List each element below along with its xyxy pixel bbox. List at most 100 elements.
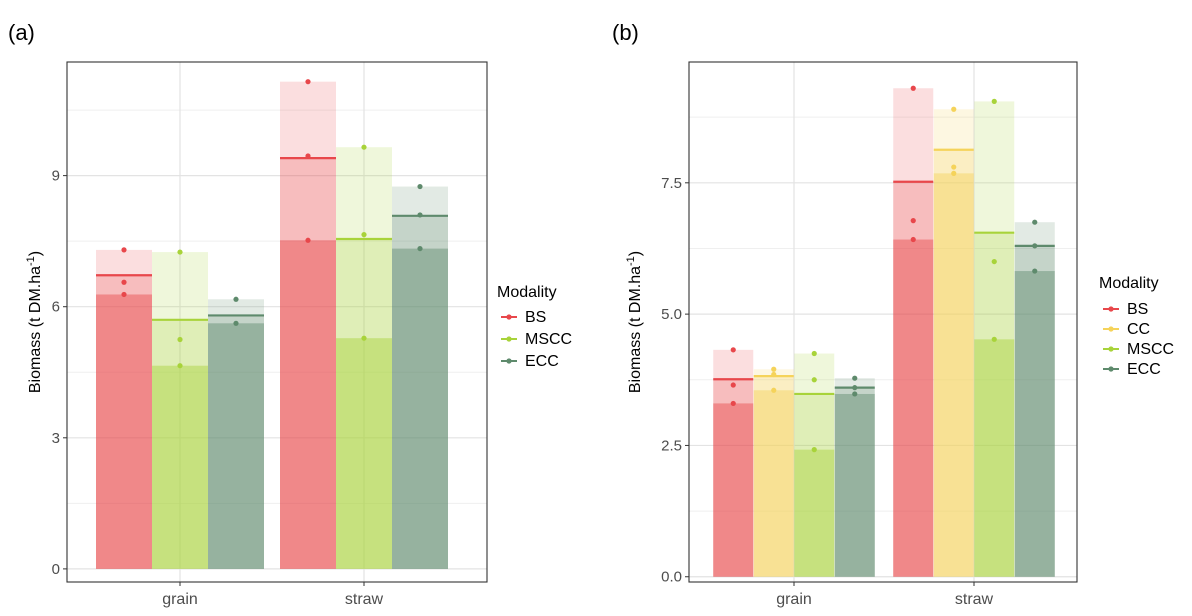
legend: Modality BS MSCC ECC (497, 284, 572, 370)
point-ECC-grain (233, 320, 239, 326)
point-MSCC-grain (177, 336, 183, 343)
point-ECC-grain (852, 391, 858, 397)
y-tick-label: 2.5 (661, 437, 682, 454)
y-tick-label: 5.0 (661, 306, 682, 323)
legend-key-point (506, 336, 512, 342)
legend-label: ECC (525, 353, 559, 370)
bar-max-BS-grain (96, 249, 152, 569)
panel-tag: (a) (8, 20, 35, 45)
bar-mean-BS-grain (96, 275, 152, 569)
y-axis-label: Biomass (t DM.ha-1) (625, 251, 644, 393)
bar-mean-ECC-grain (834, 387, 875, 577)
bar-mean-MSCC-straw (974, 232, 1015, 577)
point-BS-straw (910, 236, 916, 243)
point-MSCC-straw (361, 335, 367, 341)
legend-label: MSCC (1127, 341, 1174, 358)
point-MSCC-grain (811, 350, 817, 357)
point-BS-grain (730, 382, 736, 388)
legend-key-point (1108, 366, 1114, 372)
bar-min-ECC-straw (392, 248, 448, 569)
point-MSCC-grain (177, 363, 183, 369)
point-BS-grain (730, 347, 736, 353)
bar-mean-CC-straw (933, 149, 974, 577)
point-ECC-straw (1032, 243, 1038, 249)
point-BS-grain (121, 291, 127, 298)
bar-max-CC-straw (933, 109, 974, 577)
bar-mean-ECC-straw (392, 215, 448, 569)
bar-mean-BS-grain (713, 379, 754, 577)
point-ECC-straw (417, 212, 423, 218)
bar-min-MSCC-grain (152, 365, 208, 569)
x-tick-label: straw (955, 591, 994, 608)
point-BS-straw (305, 153, 311, 159)
point-MSCC-straw (991, 98, 997, 104)
point-BS-straw (305, 237, 311, 243)
bar-max-MSCC-grain (794, 353, 835, 577)
point-CC-straw (951, 170, 957, 176)
point-BS-grain (121, 279, 127, 285)
bar-min-CC-grain (753, 390, 794, 577)
panel-tag: (b) (612, 20, 639, 45)
bar-min-MSCC-straw (336, 338, 392, 569)
point-ECC-grain (233, 296, 239, 302)
panel-b: (b) 0.0 2.5 5.0 7.5 grain straw Biomass (t DM.h… (612, 20, 1174, 608)
legend-key-point (1108, 346, 1114, 352)
bar-mean-ECC-grain (208, 315, 264, 569)
y-tick-label: 7.5 (661, 175, 682, 192)
point-ECC-straw (417, 183, 423, 190)
bar-max-ECC-straw (392, 186, 448, 569)
bar-max-CC-grain (753, 369, 794, 577)
point-MSCC-straw (991, 258, 997, 265)
bar-max-BS-grain (713, 349, 754, 577)
legend-title: Modality (497, 284, 557, 301)
bar-min-BS-straw (893, 239, 934, 577)
y-tick-label: 0.0 (661, 569, 682, 586)
bar-min-CC-straw (933, 173, 974, 577)
x-tick-label: grain (776, 591, 812, 608)
bar-max-BS-straw (893, 88, 934, 577)
legend-label: CC (1127, 321, 1150, 338)
bar-max-MSCC-straw (336, 147, 392, 569)
legend-label: BS (1127, 301, 1148, 318)
y-tick-label: 0 (52, 561, 60, 578)
point-BS-grain (121, 247, 127, 253)
point-BS-straw (305, 79, 311, 85)
plot-border (688, 61, 1078, 583)
bar-mean-BS-straw (280, 158, 336, 569)
bar-mean-MSCC-grain (152, 319, 208, 569)
legend-key-point (1108, 326, 1114, 332)
bar-min-ECC-straw (1014, 271, 1055, 577)
point-CC-grain (771, 387, 777, 393)
legend-label: MSCC (525, 331, 572, 348)
bar-min-BS-grain (96, 294, 152, 569)
legend-label: BS (525, 309, 546, 326)
bar-max-MSCC-grain (152, 252, 208, 569)
y-tick-label: 9 (52, 168, 60, 185)
point-ECC-straw (1032, 268, 1038, 274)
bar-min-BS-straw (280, 240, 336, 569)
point-MSCC-straw (361, 144, 367, 150)
bar-max-ECC-grain (208, 299, 264, 569)
legend-title: Modality (1099, 275, 1159, 292)
point-CC-grain (771, 366, 777, 372)
bar-mean-MSCC-grain (794, 393, 835, 577)
bar-min-ECC-grain (834, 393, 875, 577)
x-tick-label: grain (162, 591, 198, 608)
y-tick-label: 6 (52, 299, 60, 316)
point-MSCC-grain (811, 447, 817, 453)
point-MSCC-straw (361, 232, 367, 238)
point-BS-grain (730, 400, 736, 407)
x-tick-label: straw (345, 591, 384, 608)
point-MSCC-grain (811, 377, 817, 383)
point-CC-straw (951, 164, 957, 170)
plot-border (66, 61, 488, 583)
point-ECC-grain (852, 385, 858, 391)
bar-mean-BS-straw (893, 181, 934, 577)
bar-mean-MSCC-straw (336, 238, 392, 569)
legend-label: ECC (1127, 361, 1161, 378)
bar-min-ECC-grain (208, 323, 264, 569)
legend: Modality BS CC MSCC ECC (1099, 275, 1174, 378)
point-ECC-grain (852, 375, 858, 381)
bar-min-MSCC-grain (794, 449, 835, 577)
